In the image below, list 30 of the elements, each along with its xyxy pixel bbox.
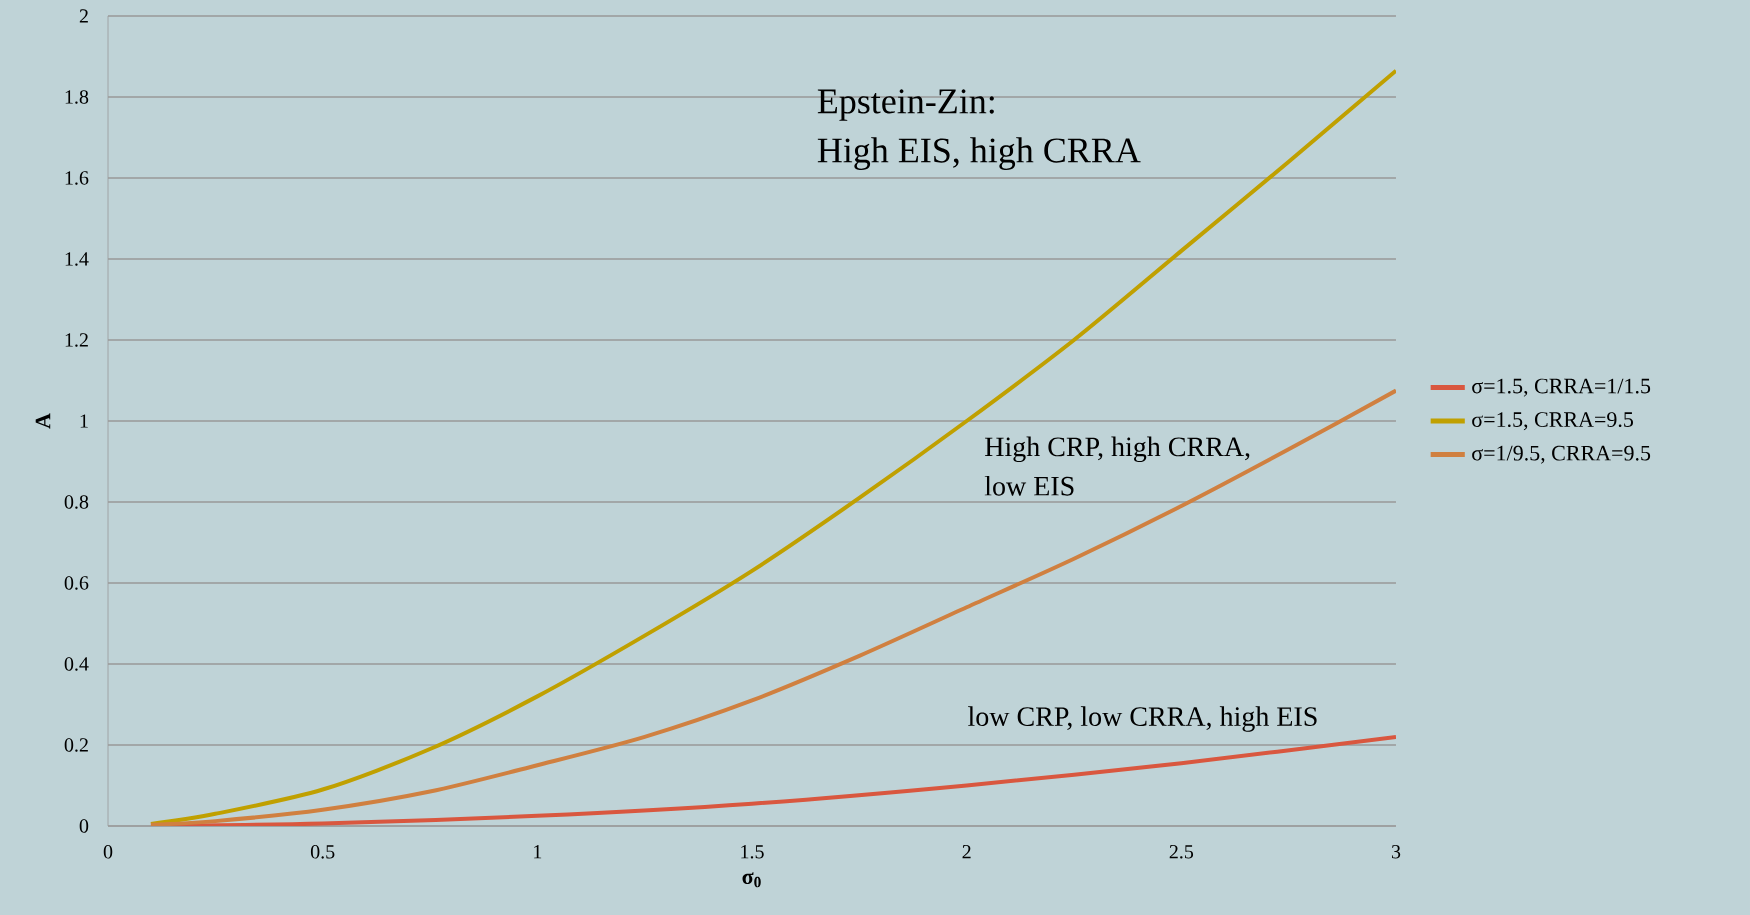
line-series: [148, 68, 1396, 826]
legend-label: σ=1.5, CRRA=9.5: [1472, 412, 1633, 431]
y-tick-label: 0.2: [64, 738, 88, 752]
y-tick-label: 0.4: [64, 657, 89, 671]
annotation: low CRP, low CRRA, high EIS: [968, 706, 1317, 732]
y-tick-label: 2: [79, 9, 88, 23]
annotation: Epstein-Zin:: [817, 89, 994, 121]
legend-label: σ=1/9.5, CRRA=9.5: [1472, 445, 1651, 464]
x-tick-label: 0: [103, 845, 113, 859]
y-tick-label: 0.8: [64, 495, 89, 509]
y-tick-label: 1.6: [65, 171, 89, 185]
x-tick-label: 1: [534, 845, 542, 859]
y-tick-label: 1.4: [65, 252, 89, 266]
y-axis-title: A: [35, 413, 51, 429]
annotation: High CRP, high CRRA,: [985, 436, 1250, 463]
x-tick-label: 3: [1391, 845, 1401, 859]
annotation: low EIS: [984, 475, 1074, 496]
y-tick-label: 1: [80, 414, 88, 428]
y-tick-label: 1.2: [65, 333, 88, 347]
x-tick-label: 1.5: [741, 845, 764, 859]
x-tick-label: 2: [962, 845, 971, 859]
y-tick-label: 1.8: [65, 90, 89, 104]
x-tick-label: 2.5: [1169, 845, 1194, 859]
x-tick-label: 0.5: [310, 845, 335, 859]
line-series: [148, 388, 1396, 826]
legend-label: σ=1.5, CRRA=1/1.5: [1472, 378, 1651, 397]
annotation: High EIS, high CRRA: [817, 137, 1141, 171]
x-axis-title: σ$_{0}$: [742, 872, 761, 888]
y-tick-label: 0: [79, 819, 89, 833]
y-tick-label: 0.6: [64, 576, 89, 590]
